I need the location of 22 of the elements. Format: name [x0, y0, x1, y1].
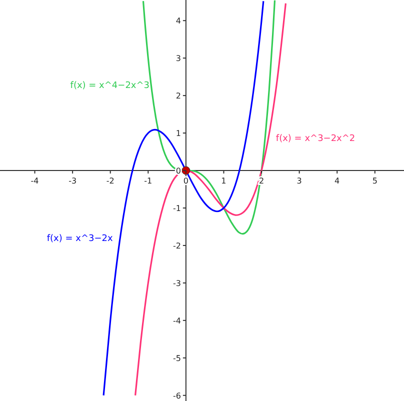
series-label: f(x) = x^4−2x^3	[70, 80, 150, 91]
x-tick-label: -4	[30, 176, 39, 186]
y-tick-label: -6	[172, 391, 181, 400]
x-tick-label: -3	[68, 176, 77, 186]
y-tick-label: -3	[172, 278, 181, 288]
y-tick-label: 1	[176, 129, 181, 138]
y-tick-label: 4	[176, 16, 181, 26]
y-tick-label: -1	[172, 204, 181, 213]
y-tick-label: 0	[176, 166, 181, 176]
x-tick-label: 4	[334, 176, 340, 186]
x-tick-label: 3	[296, 176, 302, 186]
series-label: f(x) = x^3−2x^2	[276, 134, 356, 144]
x-tick-label: -1	[144, 176, 152, 186]
x-tick-label: 5	[372, 176, 378, 186]
series-label: f(x) = x^3−2x	[46, 234, 114, 244]
y-tick-label: -2	[172, 241, 181, 250]
y-tick-label: 3	[176, 54, 181, 64]
x-tick-label: -2	[106, 176, 114, 186]
y-tick-label: -5	[172, 354, 181, 363]
x-tick-label: 1	[221, 176, 226, 186]
y-tick-label: -4	[172, 316, 181, 326]
y-tick-label: 2	[176, 92, 181, 101]
